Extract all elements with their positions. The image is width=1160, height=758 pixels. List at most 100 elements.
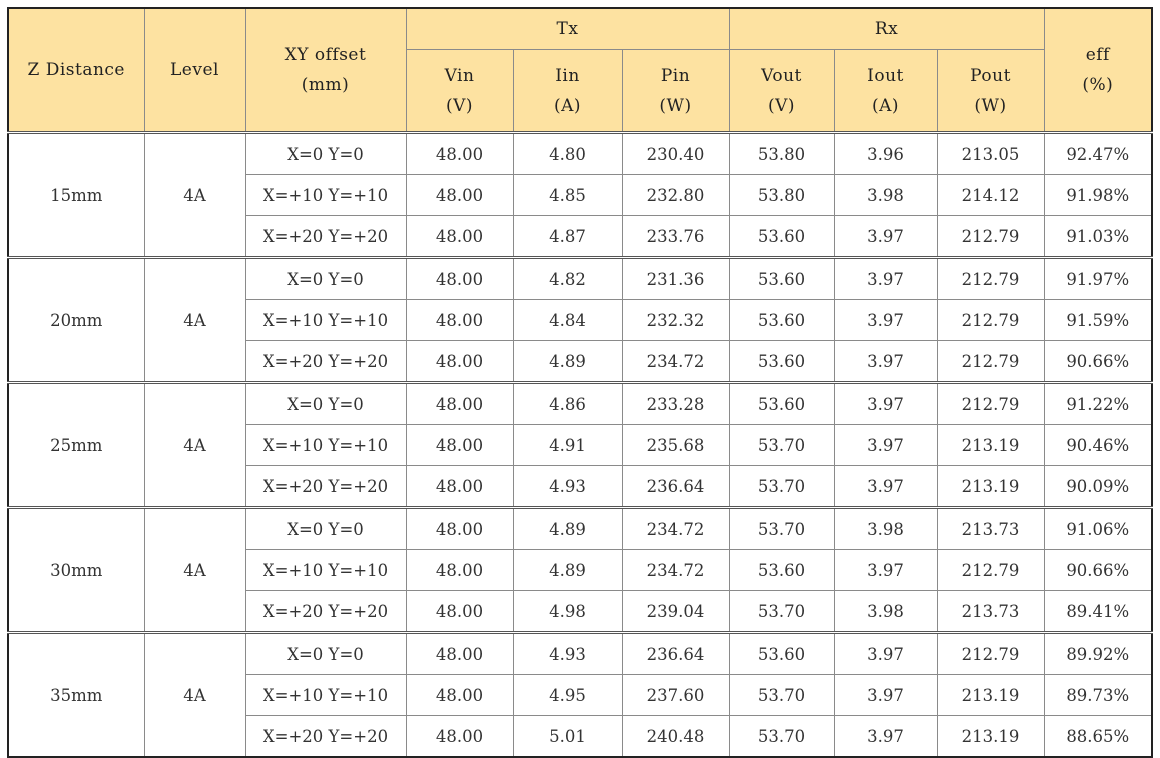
iout-cell: 3.97 [833, 549, 938, 591]
pin-cell: 236.64 [621, 631, 730, 675]
header-vin-name: Vin [444, 65, 475, 86]
iout-cell: 3.97 [833, 424, 938, 466]
vin-cell: 48.00 [405, 506, 514, 550]
pout-cell: 214.12 [936, 174, 1045, 216]
z-distance-cell: 25mm [7, 381, 145, 508]
table-row: 20mm 4A X=0 Y=0 48.00 4.82 231.36 53.60 … [7, 256, 1153, 383]
level-cell: 4A [143, 131, 246, 258]
header-pin: Pin (W) [621, 49, 730, 133]
pin-cell: 233.76 [621, 215, 730, 258]
vin-cell: 48.00 [405, 549, 514, 591]
pin-cell: 231.36 [621, 256, 730, 300]
eff-cell: 91.59% [1043, 299, 1153, 341]
pin-cell: 232.80 [621, 174, 730, 216]
z-distance-cell: 35mm [7, 631, 145, 758]
table-row: 15mm 4A X=0 Y=0 48.00 4.80 230.40 53.80 … [7, 131, 1153, 258]
table-row: X=+10 Y=+10 48.00 4.91 235.68 53.70 3.97… [8, 424, 1153, 466]
vin-cell: 48.00 [405, 131, 514, 175]
vout-cell: 53.70 [728, 715, 835, 758]
vout-cell: 53.70 [728, 424, 835, 466]
header-z-distance: Z Distance [7, 7, 145, 133]
vin-cell: 48.00 [405, 424, 514, 466]
pout-cell: 212.79 [936, 340, 1045, 383]
header-pout-unit: (W) [974, 95, 1007, 116]
vin-cell: 48.00 [405, 465, 514, 508]
iin-cell: 4.82 [512, 256, 623, 300]
header-eff-unit: (%) [1082, 75, 1114, 95]
iout-cell: 3.97 [833, 299, 938, 341]
eff-cell: 90.46% [1043, 424, 1153, 466]
z-distance-cell: 15mm [7, 131, 145, 258]
table-row: 25mm 4A X=0 Y=0 48.00 4.86 233.28 53.60 … [7, 381, 1153, 508]
table-row: X=+10 Y=+10 48.00 4.89 234.72 53.60 3.97… [8, 549, 1153, 591]
eff-cell: 91.22% [1043, 381, 1153, 425]
xy-offset-cell: X=+20 Y=+20 [244, 590, 407, 633]
header-iin: Iin (A) [512, 49, 623, 133]
header-iin-unit: (A) [553, 95, 582, 116]
iin-cell: 5.01 [512, 715, 623, 758]
iout-cell: 3.98 [833, 590, 938, 633]
pout-cell: 213.73 [936, 590, 1045, 633]
pout-cell: 213.05 [936, 131, 1045, 175]
z-distance-cell: 20mm [7, 256, 145, 383]
xy-offset-cell: X=0 Y=0 [244, 381, 407, 425]
pout-cell: 213.19 [936, 465, 1045, 508]
vout-cell: 53.80 [728, 131, 835, 175]
pin-cell: 235.68 [621, 424, 730, 466]
pout-cell: 212.79 [936, 631, 1045, 675]
pin-cell: 239.04 [621, 590, 730, 633]
eff-cell: 90.09% [1043, 465, 1153, 508]
vout-cell: 53.80 [728, 174, 835, 216]
pout-cell: 212.79 [936, 215, 1045, 258]
pin-cell: 236.64 [621, 465, 730, 508]
vin-cell: 48.00 [405, 590, 514, 633]
xy-offset-cell: X=0 Y=0 [244, 131, 407, 175]
pin-cell: 233.28 [621, 381, 730, 425]
vout-cell: 53.60 [728, 340, 835, 383]
iin-cell: 4.86 [512, 381, 623, 425]
table-row: X=+10 Y=+10 48.00 4.95 237.60 53.70 3.97… [8, 674, 1153, 716]
iin-cell: 4.93 [512, 465, 623, 508]
iin-cell: 4.89 [512, 340, 623, 383]
vin-cell: 48.00 [405, 381, 514, 425]
pout-cell: 212.79 [936, 549, 1045, 591]
pout-cell: 212.79 [936, 299, 1045, 341]
vin-cell: 48.00 [405, 715, 514, 758]
header-iin-name: Iin [555, 65, 580, 86]
table-body: 15mm 4A X=0 Y=0 48.00 4.80 230.40 53.80 … [7, 131, 1153, 758]
iout-cell: 3.96 [833, 131, 938, 175]
iout-cell: 3.98 [833, 506, 938, 550]
iout-cell: 3.97 [833, 715, 938, 758]
header-vout-unit: (V) [767, 95, 796, 116]
vout-cell: 53.70 [728, 590, 835, 633]
eff-cell: 89.92% [1043, 631, 1153, 675]
header-eff-name: eff [1085, 45, 1110, 65]
vout-cell: 53.60 [728, 256, 835, 300]
xy-offset-cell: X=+10 Y=+10 [244, 549, 407, 591]
xy-offset-cell: X=+10 Y=+10 [244, 299, 407, 341]
level-cell: 4A [143, 381, 246, 508]
vin-cell: 48.00 [405, 299, 514, 341]
xy-offset-cell: X=+20 Y=+20 [244, 340, 407, 383]
pin-cell: 234.72 [621, 549, 730, 591]
xy-offset-cell: X=+10 Y=+10 [244, 674, 407, 716]
eff-cell: 92.47% [1043, 131, 1153, 175]
iin-cell: 4.89 [512, 506, 623, 550]
header-level: Level [143, 7, 246, 133]
pin-cell: 234.72 [621, 340, 730, 383]
vin-cell: 48.00 [405, 631, 514, 675]
header-iout: Iout (A) [833, 49, 938, 133]
eff-cell: 89.73% [1043, 674, 1153, 716]
header-vin: Vin (V) [405, 49, 514, 133]
vout-cell: 53.60 [728, 299, 835, 341]
eff-cell: 90.66% [1043, 549, 1153, 591]
iin-cell: 4.93 [512, 631, 623, 675]
iout-cell: 3.97 [833, 465, 938, 508]
xy-offset-cell: X=+20 Y=+20 [244, 715, 407, 758]
header-iout-name: Iout [867, 65, 904, 86]
pout-cell: 213.73 [936, 506, 1045, 550]
eff-cell: 91.03% [1043, 215, 1153, 258]
header-pout-name: Pout [970, 65, 1011, 86]
table-row: X=+20 Y=+20 48.00 4.98 239.04 53.70 3.98… [8, 590, 1153, 633]
level-cell: 4A [143, 631, 246, 758]
